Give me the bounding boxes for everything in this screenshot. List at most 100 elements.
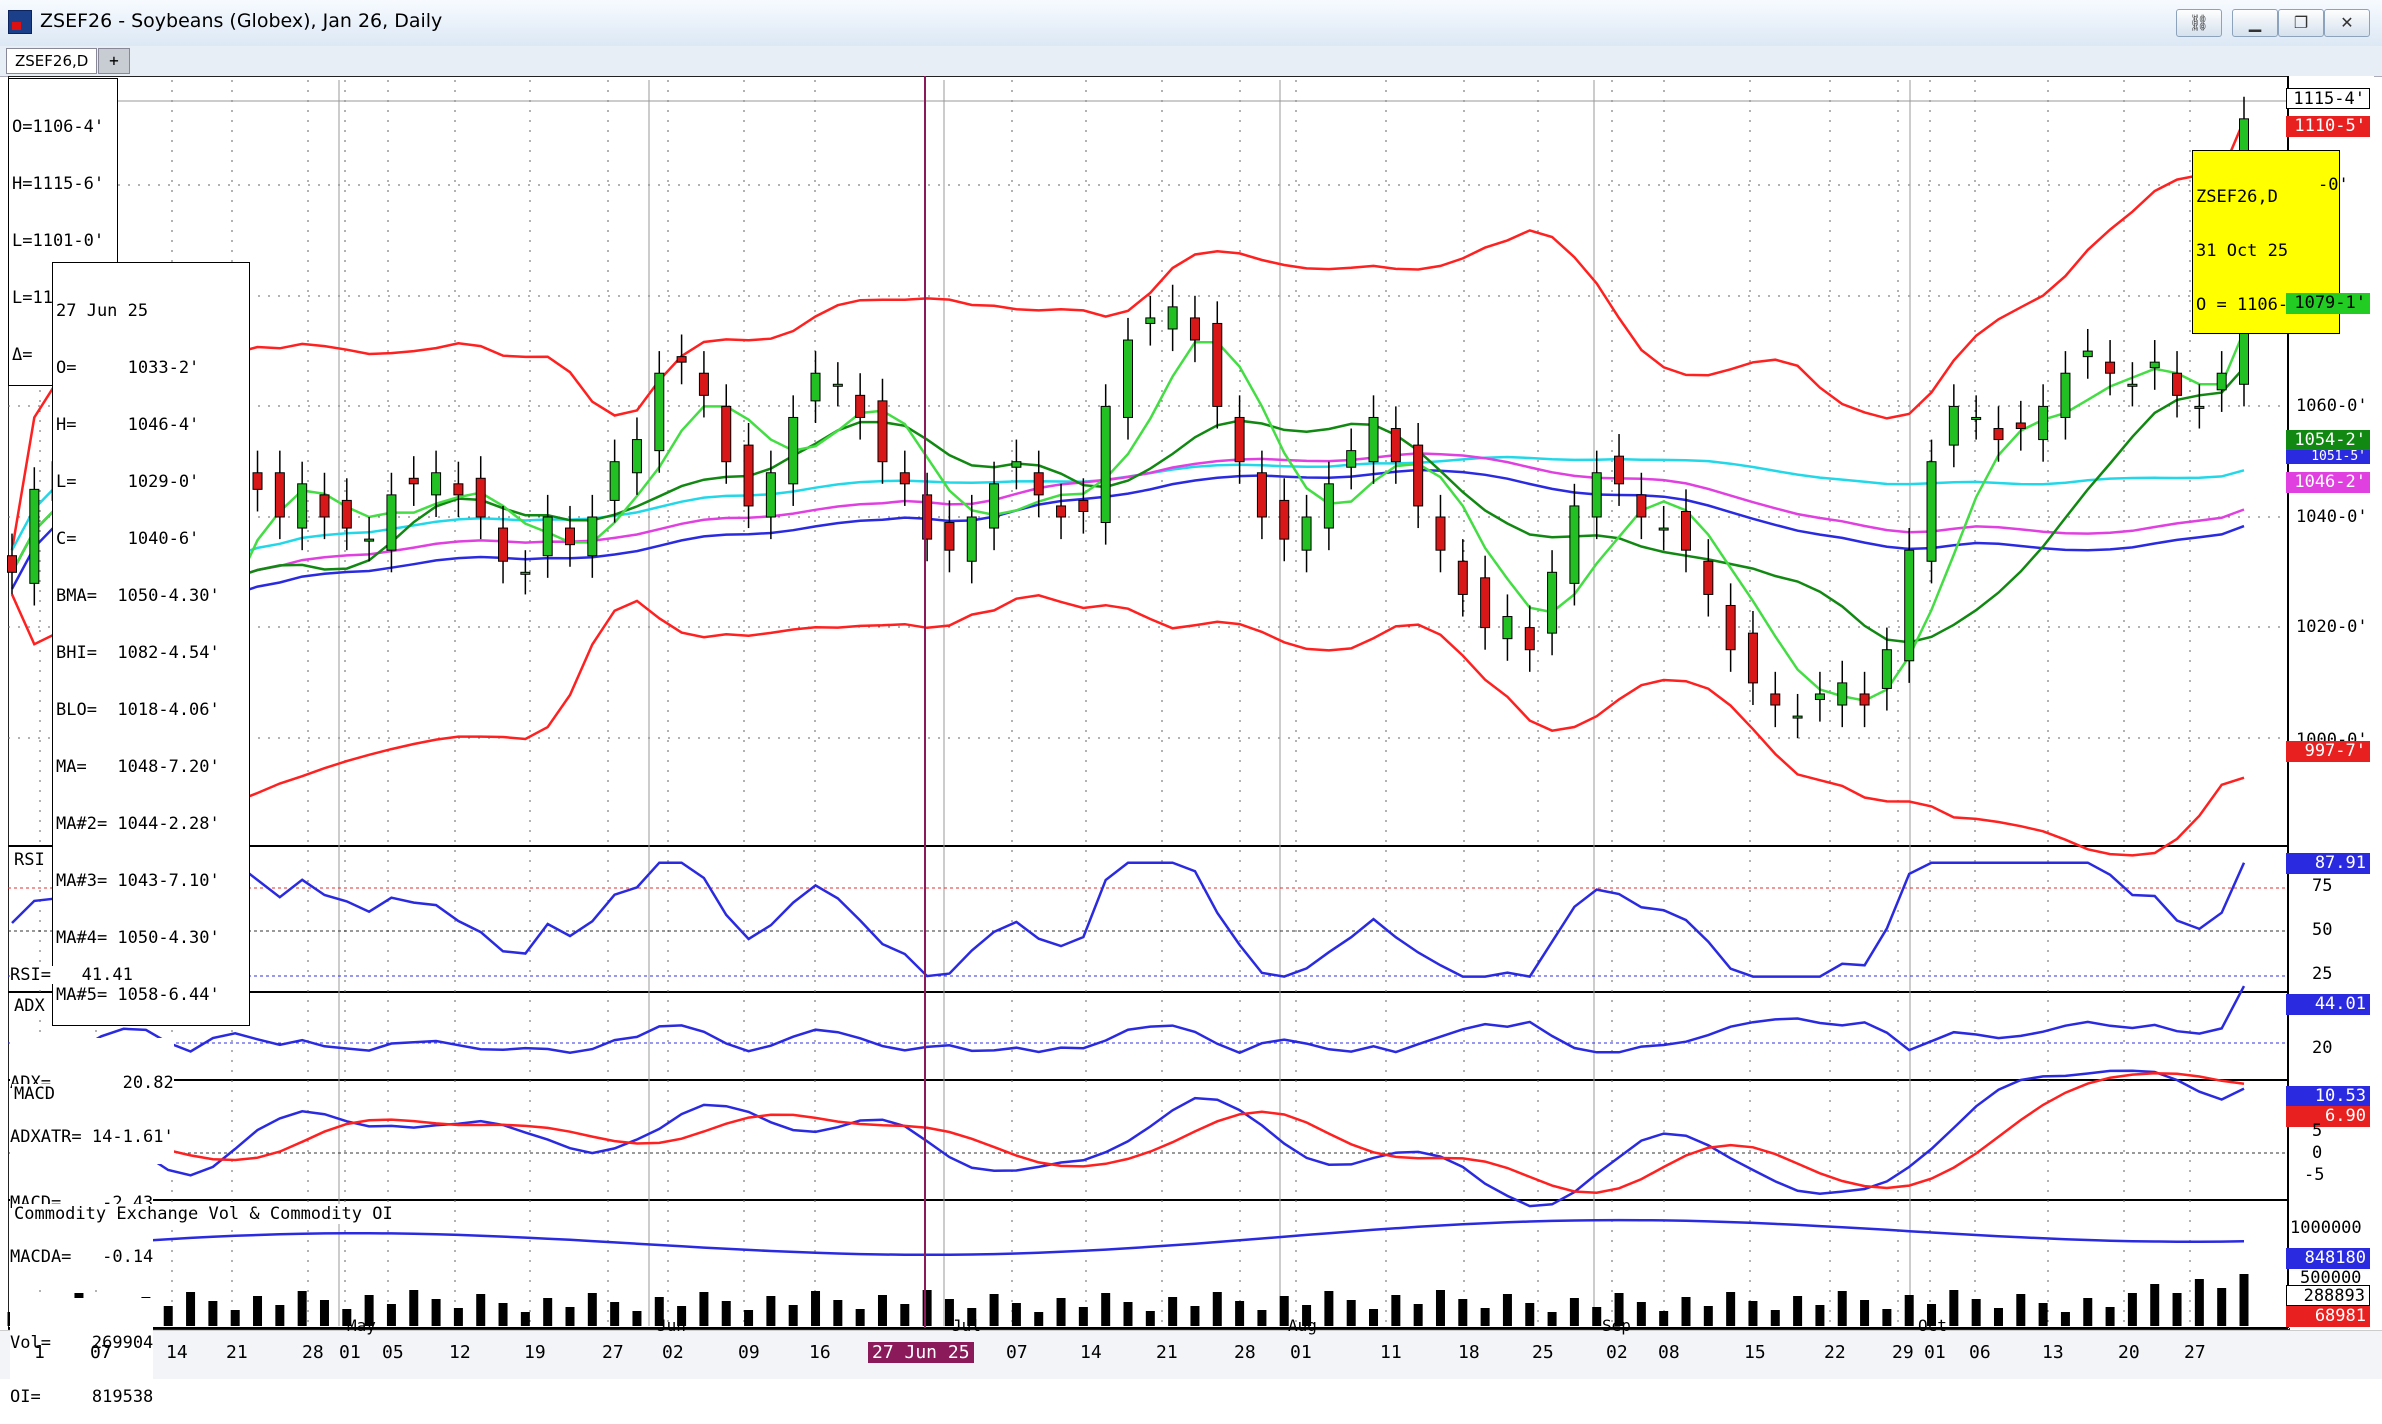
volume-bar: [2127, 1293, 2137, 1326]
date-tick: 1: [34, 1342, 45, 1363]
volume-bar: [2217, 1288, 2227, 1326]
candle-body: [1904, 549, 1915, 662]
window-titlebar: ZSEF26 - Soybeans (Globex), Jan 26, Dail…: [0, 0, 2382, 47]
month-label: Oct: [1918, 1316, 1947, 1335]
volume-bar: [1927, 1304, 1937, 1326]
volume-bar: [1235, 1301, 1245, 1326]
open-interest-line: [11, 1218, 2245, 1257]
candle-body: [743, 444, 754, 507]
cursor-row: MA#3= 1043-7.10': [56, 871, 220, 891]
date-tick: 12: [449, 1342, 471, 1363]
volume-bar: [409, 1290, 419, 1326]
maximize-button[interactable]: ❐: [2278, 9, 2324, 37]
candle-body: [1078, 499, 1089, 512]
candle-body: [1971, 416, 1982, 420]
macd-tick: 5: [2312, 1121, 2323, 1141]
volume-bar: [1993, 1308, 2003, 1326]
cursor-data-box: 27 Jun 25 O= 1033-2' H= 1046-4' L= 1029-…: [52, 262, 250, 1026]
fast-ma-box: 1079-1': [2286, 293, 2370, 314]
date-tick: 08: [1658, 1342, 1680, 1363]
minimize-button[interactable]: ▁: [2232, 9, 2278, 37]
window-title: ZSEF26 - Soybeans (Globex), Jan 26, Dail…: [40, 10, 443, 32]
ohlc-high: H=1115-6': [12, 174, 105, 194]
candle-body: [1256, 472, 1267, 518]
candle-body: [1435, 516, 1446, 551]
candle-body: [587, 516, 598, 557]
rsi-tick: 50: [2312, 920, 2333, 940]
ohlc-open: O=1106-4': [12, 117, 105, 137]
date-tick: 14: [1080, 1342, 1102, 1363]
price-tick: 1060-0': [2296, 396, 2368, 416]
chart-svg[interactable]: [0, 0, 2382, 1378]
candle-body: [1323, 483, 1334, 529]
volume-bar: [654, 1297, 664, 1326]
candle-body: [1547, 571, 1558, 634]
add-tab-button[interactable]: +: [98, 48, 130, 74]
candle-body: [1502, 616, 1513, 640]
candle-body: [966, 516, 977, 562]
tab-zsef26[interactable]: ZSEF26,D: [6, 48, 98, 74]
candle-body: [7, 555, 17, 573]
candle-body: [1524, 627, 1535, 651]
volume-bar: [2083, 1298, 2093, 1326]
tooltip-date: 31 Oct 25: [2196, 241, 2289, 261]
date-tick: 01: [339, 1342, 361, 1363]
candle-body: [1814, 693, 1825, 700]
volume-bar: [1904, 1295, 1914, 1326]
cursor-row: BHI= 1082-4.54': [56, 643, 220, 663]
candle-body: [855, 394, 866, 418]
tooltip-symbol: ZSEF26,D: [2196, 187, 2278, 207]
candle-body: [1457, 560, 1468, 595]
candle-body: [2015, 422, 2026, 430]
bollinger-upper-line: [10, 119, 2246, 551]
candle-body: [1413, 444, 1424, 507]
candle-body: [1859, 693, 1870, 706]
candle-body: [2127, 383, 2138, 387]
candle-body: [1100, 405, 1111, 524]
volume-bar: [431, 1299, 441, 1326]
candle-body: [1279, 499, 1290, 540]
candle-body: [2194, 405, 2205, 409]
cursor-date: 27 Jun 25: [56, 301, 149, 321]
candle-body: [1234, 416, 1245, 463]
candle-body: [631, 439, 642, 474]
volume-bar: [275, 1305, 285, 1326]
candle-body: [252, 472, 263, 490]
volume-bar: [1257, 1310, 1267, 1326]
link-icon[interactable]: ⛓: [2176, 9, 2222, 37]
volume-bar: [2194, 1279, 2204, 1326]
volume-bar: [2105, 1307, 2115, 1326]
candle-body: [1123, 339, 1133, 418]
volume-readout: Vol= 269904 OI= 819538: [10, 1298, 154, 1424]
volume-bar: [1703, 1306, 1713, 1326]
price-tick: -0': [2318, 175, 2349, 195]
cursor-row: BMA= 1050-4.30': [56, 586, 220, 606]
price-tick: 1040-0': [2296, 507, 2368, 527]
candle-body: [1480, 577, 1491, 629]
bollinger-lower-line: [10, 593, 2245, 857]
candle-body: [944, 522, 955, 551]
date-tick: 28: [302, 1342, 324, 1363]
volume-bar: [2016, 1294, 2026, 1326]
volume-bar: [677, 1306, 687, 1326]
volume-bar: [922, 1290, 932, 1326]
candle-body: [877, 400, 888, 463]
volume-bar: [364, 1295, 374, 1326]
date-tick: 05: [382, 1342, 404, 1363]
candle-body: [453, 483, 464, 496]
date-tick: 27: [2184, 1342, 2206, 1363]
volume-bar: [1525, 1303, 1535, 1326]
close-button[interactable]: ✕: [2324, 9, 2370, 37]
vol2-value-box: 68981: [2286, 1306, 2370, 1327]
date-tick: 21: [226, 1342, 248, 1363]
volume-bar: [476, 1294, 486, 1326]
volume-bar: [855, 1309, 865, 1326]
volume-bar: [1369, 1309, 1379, 1326]
volume-bar: [230, 1310, 240, 1326]
macda-value: MACDA= -0.14: [10, 1247, 154, 1267]
rsi-tick: 75: [2312, 876, 2333, 896]
volume-bar: [1302, 1305, 1312, 1326]
date-tick: 18: [1458, 1342, 1480, 1363]
candle-body: [431, 472, 442, 496]
rsi-label: RSI: [12, 850, 47, 870]
